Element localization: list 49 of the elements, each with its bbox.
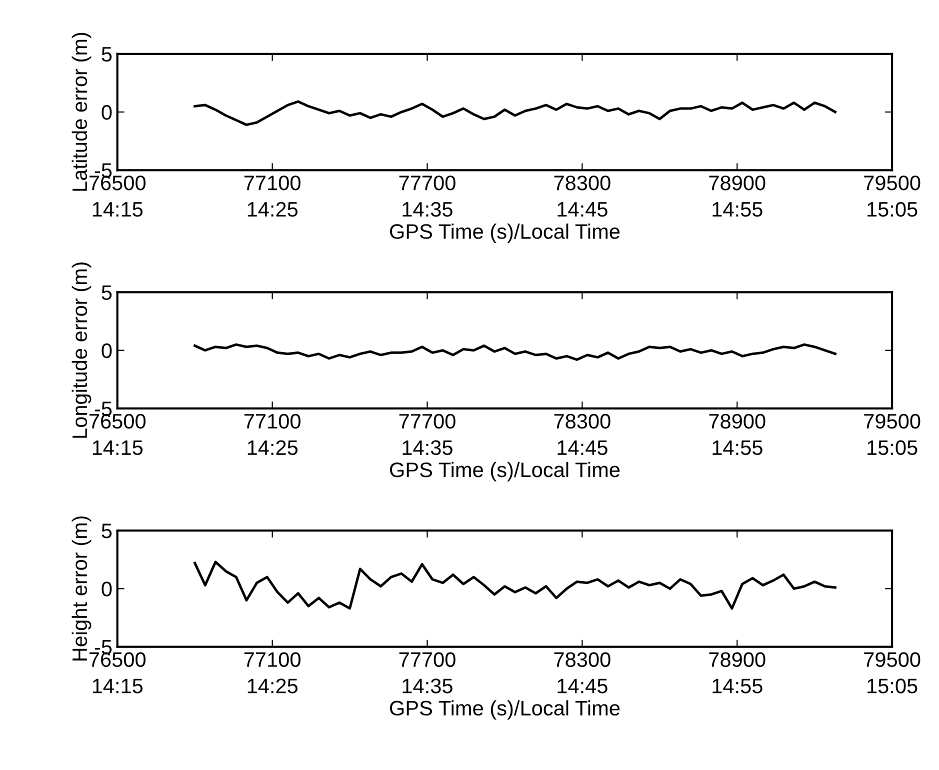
x2-tick-label: 14:55 bbox=[712, 440, 762, 456]
x2-tick-label: 14:55 bbox=[712, 202, 762, 217]
x-axis-title: GPS Time (s)/Local Time bbox=[390, 700, 620, 720]
x-axis-title: GPS Time (s)/Local Time bbox=[390, 224, 620, 244]
x2-tick-label: 14:35 bbox=[402, 440, 452, 456]
x-tick-label: 77100 bbox=[244, 652, 300, 667]
line-series bbox=[194, 343, 836, 361]
x-tick-label: 78300 bbox=[554, 176, 610, 190]
x-tick-label: 77700 bbox=[399, 414, 456, 429]
y-axis-title: Height error (m) bbox=[72, 516, 92, 660]
y-tick-label: 5 bbox=[102, 47, 112, 62]
x-tick-label: 77700 bbox=[399, 652, 456, 667]
x2-tick-label: 15:05 bbox=[868, 202, 918, 217]
y-tick-label: 0 bbox=[102, 105, 112, 120]
x2-tick-label: 14:25 bbox=[248, 678, 298, 694]
y-tick-label: 5 bbox=[102, 285, 112, 300]
line-series bbox=[194, 560, 836, 610]
x2-tick-label: 14:25 bbox=[248, 440, 298, 456]
x-tick-label: 78900 bbox=[709, 176, 766, 190]
x-tick-label: 78300 bbox=[554, 652, 610, 667]
x-tick-label: 79500 bbox=[864, 176, 920, 190]
x-tick-label: 76500 bbox=[89, 652, 146, 667]
x2-tick-label: 14:45 bbox=[558, 202, 608, 217]
x-tick-label: 77100 bbox=[244, 176, 300, 190]
x-axis-title: GPS Time (s)/Local Time bbox=[390, 462, 620, 482]
x-tick-label: 77700 bbox=[399, 176, 456, 190]
x2-tick-label: 14:15 bbox=[92, 440, 143, 456]
x2-tick-label: 14:25 bbox=[248, 202, 298, 217]
x-tick-label: 76500 bbox=[89, 176, 146, 190]
x2-tick-label: 15:05 bbox=[868, 678, 918, 694]
x2-tick-label: 14:45 bbox=[558, 678, 608, 694]
x2-tick-label: 14:15 bbox=[92, 678, 143, 694]
x2-tick-label: 14:45 bbox=[558, 440, 608, 456]
x2-tick-label: 14:35 bbox=[402, 202, 452, 217]
x-tick-label: 78900 bbox=[709, 414, 766, 429]
x-tick-label: 79500 bbox=[864, 414, 920, 429]
x-tick-label: 78300 bbox=[554, 414, 610, 429]
line-series bbox=[194, 100, 836, 126]
x2-tick-label: 14:55 bbox=[712, 678, 762, 694]
x2-tick-label: 14:15 bbox=[92, 202, 143, 217]
y-tick-label: 5 bbox=[102, 524, 112, 538]
x-tick-label: 78900 bbox=[709, 652, 766, 667]
x-tick-label: 77100 bbox=[244, 414, 300, 429]
y-axis-title: Longitude error (m) bbox=[72, 262, 92, 438]
y-tick-label: 0 bbox=[102, 582, 112, 596]
x2-tick-label: 15:05 bbox=[868, 440, 918, 456]
x2-tick-label: 14:35 bbox=[402, 678, 452, 694]
y-tick-label: 0 bbox=[102, 343, 112, 358]
x-tick-label: 79500 bbox=[864, 652, 920, 667]
